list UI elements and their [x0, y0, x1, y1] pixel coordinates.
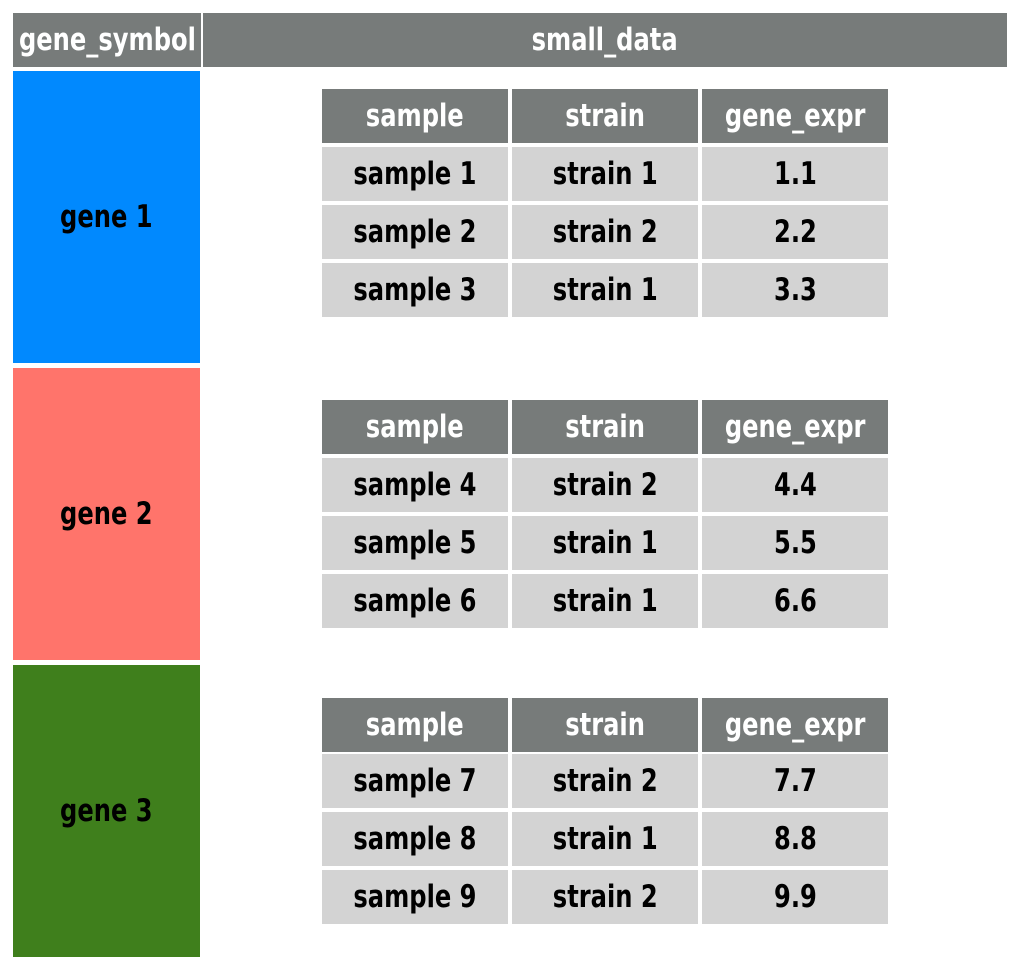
small-data-header-label: small_data: [531, 22, 679, 58]
sample-cell: sample 6: [322, 574, 508, 628]
strain-cell: strain 2: [512, 205, 698, 259]
sample-cell: sample 3: [322, 263, 508, 317]
gene-expr-cell: 7.7: [702, 754, 888, 808]
gene-expr-cell: 6.6: [702, 574, 888, 628]
table-row: sample 2 strain 2 2.2: [322, 205, 888, 259]
table-row: sample 3 strain 1 3.3: [322, 263, 888, 317]
small-data-header: small_data: [203, 13, 1007, 67]
strain-cell: strain 1: [512, 574, 698, 628]
column-header-strain: strain: [512, 698, 698, 752]
gene-expr-cell: 8.8: [702, 812, 888, 866]
column-header-gene-expr: gene_expr: [702, 89, 888, 143]
strain-cell: strain 2: [512, 458, 698, 512]
sample-cell: sample 5: [322, 516, 508, 570]
table-row: sample 8 strain 1 8.8: [322, 812, 888, 866]
column-header-gene-expr: gene_expr: [702, 400, 888, 454]
gene-expr-cell: 2.2: [702, 205, 888, 259]
strain-cell: strain 1: [512, 516, 698, 570]
sample-cell: sample 7: [322, 754, 508, 808]
column-header-sample: sample: [322, 89, 508, 143]
sample-cell: sample 2: [322, 205, 508, 259]
gene-label: gene 1: [60, 199, 153, 235]
column-header-sample: sample: [322, 400, 508, 454]
column-header-strain: strain: [512, 89, 698, 143]
table-row: sample 5 strain 1 5.5: [322, 516, 888, 570]
table-row: sample 9 strain 2 9.9: [322, 870, 888, 924]
gene-expr-cell: 3.3: [702, 263, 888, 317]
sample-cell: sample 8: [322, 812, 508, 866]
nested-header-row: sample strain gene_expr: [322, 698, 888, 752]
gene-symbol-header: gene_symbol: [13, 13, 201, 67]
sample-cell: sample 4: [322, 458, 508, 512]
strain-cell: strain 1: [512, 147, 698, 201]
strain-cell: strain 2: [512, 870, 698, 924]
table-row: sample 1 strain 1 1.1: [322, 147, 888, 201]
column-header-strain: strain: [512, 400, 698, 454]
gene-label: gene 2: [60, 496, 153, 532]
column-header-gene-expr: gene_expr: [702, 698, 888, 752]
sample-cell: sample 1: [322, 147, 508, 201]
gene-expr-cell: 1.1: [702, 147, 888, 201]
table-row: sample 7 strain 2 7.7: [322, 754, 888, 808]
sample-cell: sample 9: [322, 870, 508, 924]
nested-header-row: sample strain gene_expr: [322, 89, 888, 143]
nested-header-row: sample strain gene_expr: [322, 400, 888, 454]
gene-expr-cell: 4.4: [702, 458, 888, 512]
gene-block-3: gene 3: [13, 665, 200, 957]
table-row: sample 6 strain 1 6.6: [322, 574, 888, 628]
strain-cell: strain 1: [512, 812, 698, 866]
gene-block-1: gene 1: [13, 71, 200, 363]
gene-expr-cell: 5.5: [702, 516, 888, 570]
strain-cell: strain 2: [512, 754, 698, 808]
table-row: sample 4 strain 2 4.4: [322, 458, 888, 512]
gene-expr-cell: 9.9: [702, 870, 888, 924]
gene-symbol-header-label: gene_symbol: [18, 22, 196, 58]
strain-cell: strain 1: [512, 263, 698, 317]
gene-block-2: gene 2: [13, 368, 200, 660]
column-header-sample: sample: [322, 698, 508, 752]
gene-label: gene 3: [60, 793, 153, 829]
